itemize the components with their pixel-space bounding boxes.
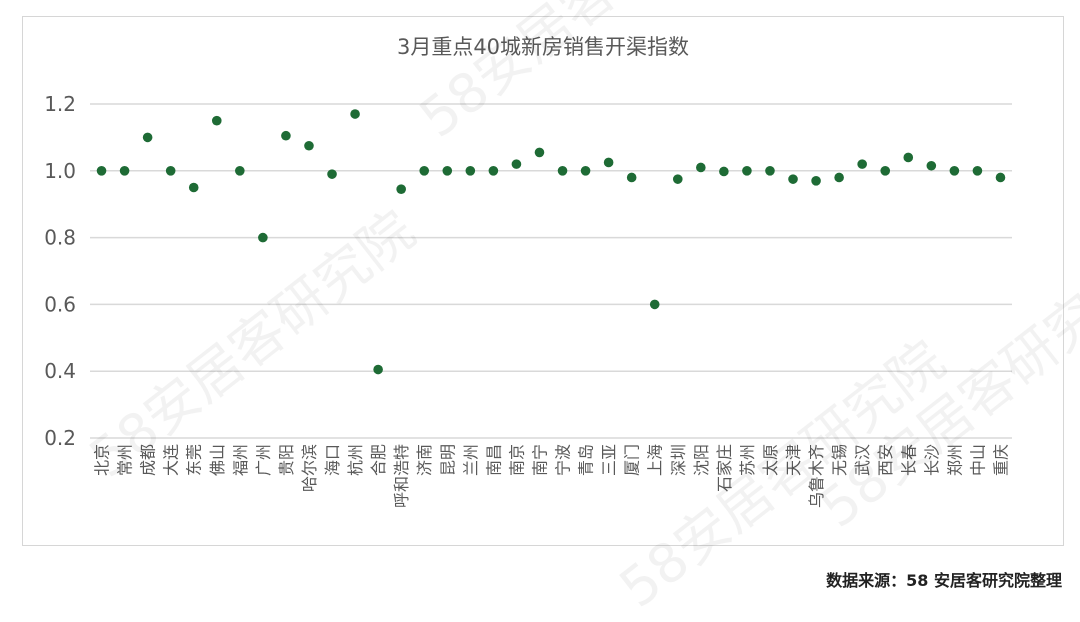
data-point bbox=[719, 166, 729, 177]
chart-title: 3月重点40城新房销售开渠指数 bbox=[396, 35, 690, 59]
y-tick-label: 0.2 bbox=[44, 426, 76, 450]
x-tick-label: 常州 bbox=[116, 444, 135, 476]
data-point bbox=[696, 162, 706, 173]
data-point bbox=[327, 169, 337, 179]
data-point bbox=[765, 166, 775, 176]
data-point bbox=[580, 166, 591, 176]
data-point bbox=[373, 364, 383, 375]
data-source-note: 数据来源：58 安居客研究院整理 bbox=[826, 571, 1062, 590]
data-point bbox=[857, 159, 867, 169]
data-point bbox=[672, 174, 683, 184]
x-tick-label: 成都 bbox=[139, 444, 158, 476]
x-tick-label: 青岛 bbox=[577, 444, 596, 476]
y-tick-label: 0.6 bbox=[44, 292, 76, 316]
x-tick-label: 北京 bbox=[93, 444, 112, 476]
x-tick-label: 长春 bbox=[899, 444, 918, 476]
data-point bbox=[949, 166, 960, 176]
x-tick-label: 西安 bbox=[876, 444, 895, 476]
data-point bbox=[442, 166, 453, 176]
data-point bbox=[235, 166, 245, 176]
y-tick-label: 1.2 bbox=[44, 92, 76, 116]
x-tick-label: 宁波 bbox=[554, 444, 573, 476]
y-tick-label: 0.8 bbox=[44, 226, 76, 250]
x-tick-label: 上海 bbox=[646, 444, 665, 476]
x-tick-label: 哈尔滨 bbox=[300, 444, 319, 492]
data-point bbox=[511, 159, 522, 169]
data-point bbox=[649, 299, 660, 310]
x-tick-label: 大连 bbox=[162, 444, 181, 476]
data-point bbox=[396, 184, 406, 194]
data-point bbox=[96, 166, 107, 176]
x-tick-label: 石家庄 bbox=[715, 444, 734, 492]
x-tick-label: 合肥 bbox=[369, 444, 388, 476]
data-point bbox=[788, 174, 798, 184]
x-tick-label: 广州 bbox=[254, 444, 273, 476]
data-point bbox=[742, 166, 752, 176]
x-tick-label: 昆明 bbox=[438, 444, 457, 476]
x-tick-label: 佛山 bbox=[208, 444, 227, 476]
x-tick-label: 武汉 bbox=[853, 444, 872, 476]
data-point bbox=[557, 166, 568, 176]
x-tick-label: 海口 bbox=[323, 444, 342, 476]
x-tick-label: 郑州 bbox=[945, 444, 964, 476]
x-tick-label: 南京 bbox=[507, 444, 526, 476]
x-tick-label: 南昌 bbox=[484, 444, 503, 476]
x-tick-label: 厦门 bbox=[623, 444, 642, 476]
data-point bbox=[350, 109, 360, 119]
data-point bbox=[281, 130, 291, 141]
x-tick-label: 长沙 bbox=[922, 444, 941, 476]
y-tick-label: 1.0 bbox=[44, 159, 76, 183]
x-tick-label: 济南 bbox=[415, 444, 434, 476]
x-tick-label: 重庆 bbox=[991, 444, 1010, 476]
data-point bbox=[142, 132, 153, 143]
x-tick-label: 沈阳 bbox=[692, 444, 711, 476]
data-point bbox=[880, 166, 891, 176]
data-point bbox=[488, 166, 499, 176]
data-point bbox=[165, 166, 176, 176]
data-point bbox=[419, 166, 430, 176]
data-point bbox=[211, 115, 222, 126]
data-point bbox=[834, 172, 844, 183]
data-point bbox=[188, 182, 199, 193]
x-tick-label: 中山 bbox=[968, 444, 987, 476]
x-tick-label: 兰州 bbox=[461, 444, 480, 476]
x-tick-label: 南宁 bbox=[530, 444, 549, 476]
x-tick-label: 三亚 bbox=[600, 444, 619, 476]
data-point bbox=[995, 172, 1006, 183]
scatter-plot: 0.2 0.4 0.6 0.8 1.0 1.2 北京 常州 成都 大连 东莞 佛山 福州 广州 贵阳 哈尔滨海… bbox=[44, 92, 1012, 508]
data-point bbox=[972, 166, 983, 176]
x-tick-label: 天津 bbox=[784, 444, 803, 476]
data-point bbox=[119, 166, 130, 176]
data-point bbox=[626, 172, 637, 183]
data-point bbox=[603, 157, 614, 168]
data-point bbox=[926, 160, 937, 171]
data-point bbox=[811, 176, 821, 186]
x-tick-label: 无锡 bbox=[830, 444, 849, 476]
data-point bbox=[465, 166, 476, 176]
y-tick-label: 0.4 bbox=[44, 359, 76, 383]
data-point bbox=[304, 140, 314, 151]
x-tick-label: 乌鲁木齐 bbox=[807, 444, 826, 508]
x-tick-label: 深圳 bbox=[669, 444, 688, 476]
x-tick-label: 呼和浩特 bbox=[392, 444, 411, 508]
x-tick-label: 东莞 bbox=[185, 444, 204, 476]
x-tick-label: 苏州 bbox=[738, 444, 757, 476]
data-point bbox=[258, 232, 268, 243]
x-tick-label: 太原 bbox=[761, 444, 780, 476]
data-point bbox=[903, 152, 914, 163]
x-tick-label: 福州 bbox=[231, 444, 250, 476]
x-tick-label: 贵阳 bbox=[277, 444, 296, 476]
x-tick-label: 杭州 bbox=[346, 444, 365, 476]
data-point bbox=[534, 147, 545, 158]
